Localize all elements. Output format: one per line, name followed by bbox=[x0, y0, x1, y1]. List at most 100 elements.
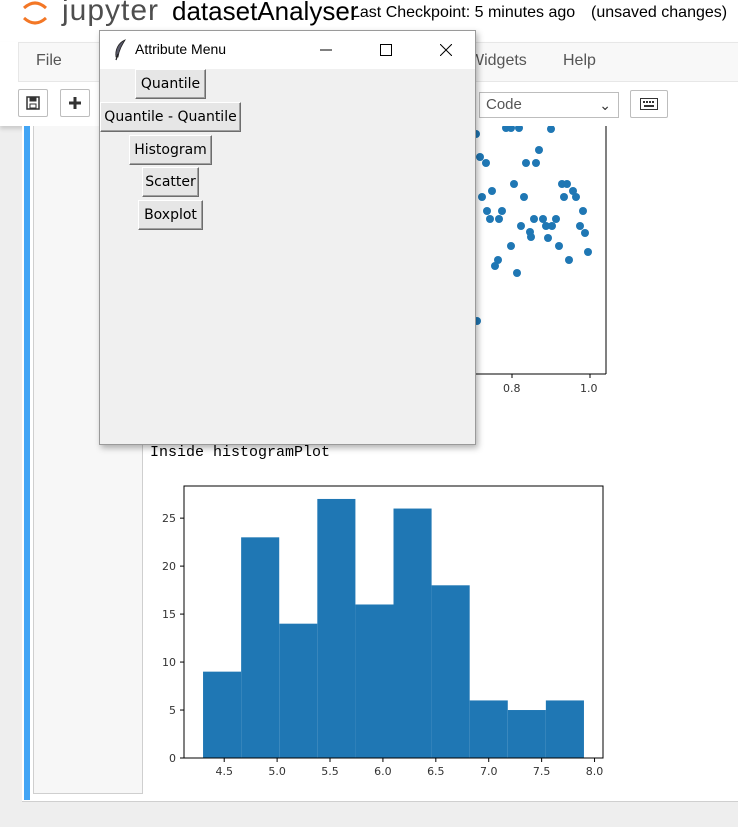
scatter-point bbox=[476, 153, 484, 161]
scatter-point bbox=[507, 126, 515, 132]
cell-type-select[interactable]: Code ⌄ bbox=[479, 92, 619, 118]
command-palette-button[interactable] bbox=[630, 90, 668, 118]
scatter-point bbox=[555, 242, 563, 250]
scatter-point bbox=[498, 207, 506, 215]
histogram-bar bbox=[393, 508, 432, 758]
scatter-point bbox=[548, 222, 556, 230]
histogram-bar bbox=[507, 710, 546, 758]
scatter-point bbox=[584, 248, 592, 256]
histogram-bar bbox=[469, 700, 508, 758]
notebook-title[interactable]: datasetAnalyser bbox=[172, 0, 359, 26]
x-tick-label: 6.0 bbox=[374, 765, 392, 778]
minimize-button[interactable] bbox=[306, 35, 346, 65]
scatter-point bbox=[507, 242, 515, 250]
menu-help[interactable]: Help bbox=[563, 52, 596, 69]
plus-icon bbox=[69, 97, 81, 109]
close-button[interactable] bbox=[426, 35, 466, 65]
scatter-point bbox=[572, 193, 580, 201]
maximize-icon bbox=[380, 44, 392, 56]
minimize-icon bbox=[320, 49, 332, 51]
scatter-point bbox=[510, 180, 518, 188]
y-tick-label: 10 bbox=[162, 656, 176, 669]
x-tick-label: 5.5 bbox=[321, 765, 339, 778]
histogram-button[interactable]: Histogram bbox=[129, 135, 212, 165]
histogram-bar bbox=[203, 671, 242, 758]
scatter-point bbox=[560, 193, 568, 201]
scatter-point bbox=[544, 234, 552, 242]
jupyter-logo-text[interactable]: jupyter bbox=[62, 0, 160, 27]
scatter-point bbox=[478, 193, 486, 201]
scatter-point bbox=[515, 126, 523, 132]
scatter-point bbox=[495, 215, 503, 223]
notebook-header: jupyter datasetAnalyser Last Checkpoint:… bbox=[0, 0, 738, 42]
y-tick-label: 25 bbox=[162, 512, 176, 525]
scatter-point bbox=[482, 159, 490, 167]
y-tick-label: 15 bbox=[162, 608, 176, 621]
histogram-bar bbox=[279, 623, 318, 758]
quantile-button[interactable]: Quantile bbox=[135, 69, 206, 99]
autosave-status: (unsaved changes) bbox=[591, 4, 728, 21]
histogram-bar bbox=[545, 700, 584, 758]
output-stdout-text: Inside histogramPlot bbox=[150, 444, 331, 461]
x-tick-label: 6.5 bbox=[427, 765, 445, 778]
scatter-point bbox=[552, 215, 560, 223]
x-tick-label: 7.5 bbox=[533, 765, 551, 778]
chevron-down-icon: ⌄ bbox=[599, 97, 611, 113]
scatter-point bbox=[530, 215, 538, 223]
selected-cell-indicator bbox=[24, 126, 30, 800]
save-button[interactable] bbox=[18, 89, 48, 117]
scatter-points bbox=[472, 126, 592, 325]
scatter-point bbox=[565, 256, 573, 264]
scatter-point bbox=[539, 215, 547, 223]
feather-icon bbox=[115, 39, 126, 61]
histogram-bar bbox=[317, 498, 356, 758]
floppy-icon bbox=[26, 96, 40, 110]
histogram-bar bbox=[431, 585, 470, 758]
x-tick-label: 7.0 bbox=[480, 765, 498, 778]
scatter-point bbox=[535, 146, 543, 154]
scatter-x-tick-label: 1.0 bbox=[580, 382, 598, 395]
scatter-point bbox=[542, 222, 550, 230]
scatter-x-tick-label: 0.8 bbox=[503, 382, 521, 395]
scatter-point bbox=[517, 222, 525, 230]
scatter-plot bbox=[472, 126, 607, 378]
histogram-bar bbox=[355, 604, 394, 758]
scatter-point bbox=[563, 180, 571, 188]
x-tick-label: 5.0 bbox=[268, 765, 286, 778]
jupyter-logo-icon bbox=[22, 1, 48, 25]
scatter-point bbox=[522, 159, 530, 167]
x-tick-label: 8.0 bbox=[586, 765, 604, 778]
scatter-point bbox=[491, 262, 499, 270]
window-title: Attribute Menu bbox=[135, 41, 227, 57]
y-tick-label: 0 bbox=[169, 752, 176, 765]
scatter-point bbox=[527, 233, 535, 241]
scatter-point bbox=[547, 126, 555, 133]
scatter-point bbox=[581, 229, 589, 237]
scatter-point bbox=[494, 256, 502, 264]
histogram-chart: 4.5 5.0 5.5 6.0 6.5 7.0 7.5 8.0 0 5 10 15 20 25 bbox=[162, 485, 604, 778]
quantile-quantile-button[interactable]: Quantile - Quantile bbox=[100, 102, 241, 132]
cell-bottom-border bbox=[22, 801, 738, 802]
menu-file[interactable]: File bbox=[36, 52, 62, 69]
scatter-point bbox=[576, 222, 584, 230]
last-checkpoint: Last Checkpoint: 5 minutes ago bbox=[351, 4, 576, 21]
window-titlebar[interactable]: Attribute Menu bbox=[100, 31, 475, 69]
scatter-point bbox=[579, 207, 587, 215]
attribute-menu-window: Attribute Menu Quantile Quantile - Quant… bbox=[99, 30, 476, 445]
scatter-point bbox=[513, 269, 521, 277]
boxplot-button[interactable]: Boxplot bbox=[138, 200, 203, 230]
menu-widgets[interactable]: Widgets bbox=[469, 52, 527, 69]
scatter-point bbox=[569, 187, 577, 195]
insert-cell-button[interactable] bbox=[60, 89, 90, 117]
scatter-button[interactable]: Scatter bbox=[142, 167, 199, 197]
y-tick-label: 5 bbox=[169, 704, 176, 717]
scatter-point bbox=[520, 193, 528, 201]
scatter-point bbox=[488, 187, 496, 195]
scatter-point bbox=[532, 159, 540, 167]
x-tick-label: 4.5 bbox=[215, 765, 233, 778]
scatter-point bbox=[483, 207, 491, 215]
maximize-button[interactable] bbox=[366, 35, 406, 65]
plot-frame bbox=[183, 485, 604, 759]
scatter-point bbox=[486, 215, 494, 223]
y-tick-label: 20 bbox=[162, 560, 176, 573]
